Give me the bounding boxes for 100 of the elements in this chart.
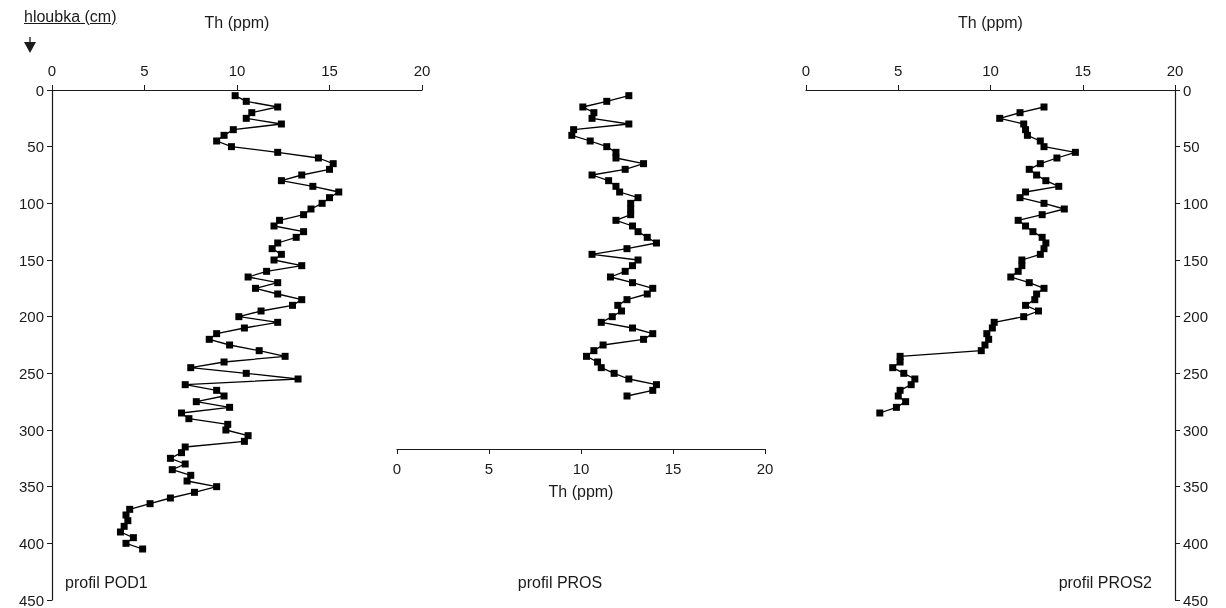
point <box>1034 307 1042 315</box>
y-axis-title: hloubka (cm) <box>24 8 117 26</box>
point <box>629 262 637 270</box>
y-tick-label: 200 <box>1183 308 1209 326</box>
y-tick-label: 200 <box>18 308 44 326</box>
y-tick-label: 0 <box>35 81 44 99</box>
y-tick-label: 400 <box>1183 534 1209 552</box>
point <box>1020 313 1028 321</box>
point <box>1036 250 1044 258</box>
point <box>1016 109 1024 117</box>
x-tick-label: 15 <box>321 62 338 79</box>
y-tick-label: 350 <box>1183 478 1209 496</box>
point <box>588 171 596 179</box>
point <box>1022 188 1030 196</box>
x-tick-label: 5 <box>484 460 494 477</box>
x-tick-label: 20 <box>413 62 431 79</box>
point <box>621 267 629 275</box>
x-tick-label: 5 <box>894 62 903 79</box>
point <box>612 154 620 162</box>
point <box>625 375 633 383</box>
point <box>1071 148 1079 156</box>
annotation: profil PROS2 <box>1058 573 1153 591</box>
x-axis-title: Th (ppm) <box>958 13 1023 31</box>
x-tick-label: 0 <box>47 62 57 79</box>
point <box>623 296 631 304</box>
point <box>610 369 618 377</box>
point <box>588 114 596 122</box>
point <box>1040 245 1048 253</box>
point <box>649 386 657 394</box>
y-tick-label: 450 <box>1183 591 1209 608</box>
point <box>616 188 624 196</box>
point <box>876 409 884 417</box>
point <box>988 324 996 332</box>
y-tick-label: 50 <box>27 138 44 156</box>
point <box>603 143 611 151</box>
point <box>649 284 657 292</box>
x-tick-label: 20 <box>756 460 774 477</box>
point <box>1053 154 1061 162</box>
point <box>568 131 576 139</box>
point <box>629 279 637 287</box>
annotation: profil POD1 <box>65 573 148 591</box>
point <box>1007 273 1015 281</box>
point <box>606 273 614 281</box>
point <box>1022 301 1030 309</box>
annotation: profil PROS <box>517 573 603 591</box>
point <box>579 103 587 111</box>
point <box>900 369 908 377</box>
x-axis-title: Th (ppm) <box>548 482 614 500</box>
point <box>1014 267 1022 275</box>
point <box>977 347 985 355</box>
point <box>597 364 605 372</box>
y-tick-label: 250 <box>18 364 44 382</box>
point <box>1016 194 1024 202</box>
point <box>586 137 594 145</box>
x-tick-label: 15 <box>1074 62 1092 79</box>
point <box>623 392 631 400</box>
point <box>625 120 633 128</box>
point <box>643 233 651 241</box>
point <box>621 165 629 173</box>
point <box>1023 131 1031 139</box>
point <box>597 318 605 326</box>
point <box>617 307 625 315</box>
point <box>625 92 633 100</box>
y-tick-label: 100 <box>1183 194 1209 212</box>
y-tick-label: 400 <box>18 534 44 552</box>
point <box>588 250 596 258</box>
y-tick-label: 150 <box>18 251 44 269</box>
point <box>1042 177 1050 185</box>
point <box>590 347 598 355</box>
y-tick-label: 100 <box>18 194 44 212</box>
y-tick-label: 350 <box>18 478 44 496</box>
x-tick-label: 10 <box>572 460 590 477</box>
point <box>608 313 616 321</box>
point <box>612 216 620 224</box>
x-tick-label: 5 <box>140 62 149 79</box>
point <box>1038 211 1046 219</box>
point <box>603 97 611 105</box>
point <box>640 335 648 343</box>
x-tick-label: 0 <box>801 62 811 79</box>
point <box>652 239 660 247</box>
point <box>623 245 631 253</box>
point <box>649 330 657 338</box>
point <box>1014 216 1022 224</box>
point <box>1055 182 1063 190</box>
point <box>1018 262 1026 270</box>
point <box>634 194 642 202</box>
point <box>892 403 900 411</box>
point <box>985 335 993 343</box>
point <box>996 114 1004 122</box>
x-tick-label: 10 <box>228 62 246 79</box>
point <box>634 228 642 236</box>
x-tick-label: 15 <box>664 460 682 477</box>
point <box>1025 165 1033 173</box>
point <box>1040 284 1048 292</box>
point <box>629 222 637 230</box>
point <box>902 398 910 406</box>
point <box>894 392 902 400</box>
point <box>1040 103 1048 111</box>
point <box>1029 228 1037 236</box>
point <box>1040 143 1048 151</box>
